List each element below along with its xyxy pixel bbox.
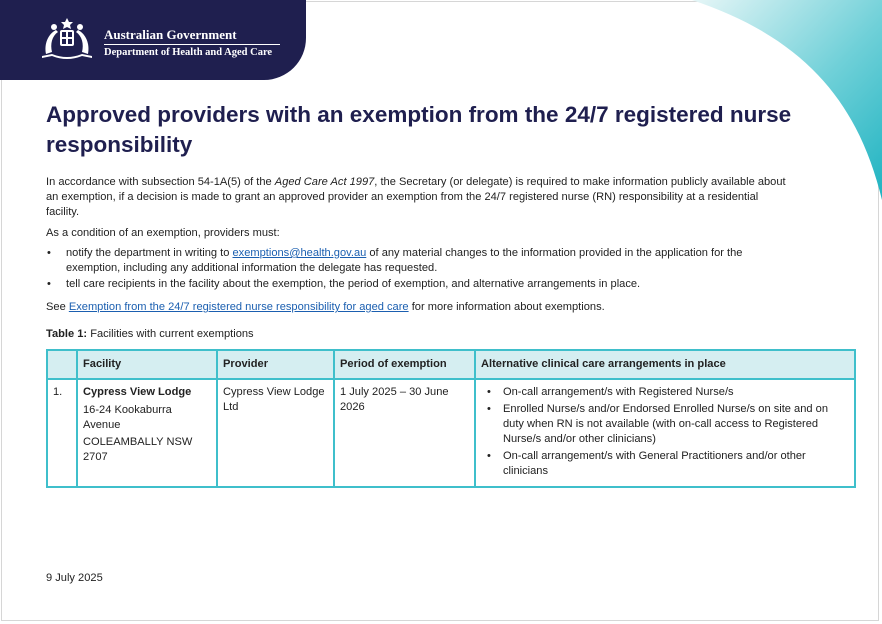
exemption-info-link[interactable]: Exemption from the 24/7 registered nurse… xyxy=(68,301,409,313)
publication-date: 9 July 2025 xyxy=(46,572,103,584)
period-cell: 1 July 2025 – 30 June 2026 xyxy=(333,378,476,488)
notify-text-end: of any material changes to the informati… xyxy=(66,247,743,274)
table-caption: Table 1: Facilities with current exempti… xyxy=(46,328,254,340)
list-item: • Enrolled Nurse/s and/or Endorsed Enroll… xyxy=(481,402,849,447)
decorative-swoosh xyxy=(692,0,882,200)
intro-paragraph: In accordance with subsection 54-1A(5) o… xyxy=(46,175,786,220)
arrangement-text: Enrolled Nurse/s and/or Endorsed Enrolle… xyxy=(503,403,828,445)
coat-of-arms-icon xyxy=(42,18,92,59)
facility-cell: Cypress View Lodge 16-24 Kookaburra Aven… xyxy=(76,378,218,488)
header-arrangements: Alternative clinical care arrangements i… xyxy=(474,349,856,380)
condition-lead: As a condition of an exemption, provider… xyxy=(46,227,280,239)
see-more-end: for more information about exemptions. xyxy=(408,301,605,313)
page-title: Approved providers with an exemption fro… xyxy=(46,102,792,157)
bullet-icon: • xyxy=(47,247,51,259)
facilities-table: Facility Provider Period of exemption Al… xyxy=(46,349,856,488)
provider-cell: Cypress View Lodge Ltd xyxy=(216,378,335,488)
bullet-icon: • xyxy=(47,278,51,290)
arrangement-text: On-call arrangement/s with General Pract… xyxy=(503,450,806,477)
condition-item-notify: • notify the department in writing to exe… xyxy=(46,246,786,276)
act-name: Aged Care Act 1997 xyxy=(274,176,375,188)
header-facility: Facility xyxy=(76,349,218,380)
arrangement-text: On-call arrangement/s with Registered Nu… xyxy=(503,386,734,398)
list-item: • On-call arrangement/s with Registered N… xyxy=(481,385,849,400)
bullet-icon: • xyxy=(487,403,491,415)
condition-list: • notify the department in writing to exe… xyxy=(46,246,786,293)
header-provider: Provider xyxy=(216,349,335,380)
row-number: 1. xyxy=(46,378,78,488)
table-caption-text: Facilities with current exemptions xyxy=(87,328,254,340)
government-name: Australian Government xyxy=(104,27,237,42)
notify-text-start: notify the department in writing to xyxy=(66,247,233,259)
facility-name: Cypress View Lodge xyxy=(83,386,192,398)
intro-text-start: In accordance with subsection 54-1A(5) o… xyxy=(46,176,275,188)
see-more-start: See xyxy=(46,301,69,313)
bullet-icon: • xyxy=(487,450,491,462)
table-header-row: Facility Provider Period of exemption Al… xyxy=(46,349,856,380)
government-header: Australian Government Department of Heal… xyxy=(0,0,306,80)
intro-text-end: , the Secretary (or delegate) is require… xyxy=(46,176,786,218)
bullet-icon: • xyxy=(487,386,491,398)
arrangements-list: • On-call arrangement/s with Registered N… xyxy=(481,385,849,479)
table-caption-label: Table 1: xyxy=(46,328,88,340)
condition-item-tell: • tell care recipients in the facility ab… xyxy=(46,277,786,292)
facility-locality: COLEAMBALLY NSW 2707 xyxy=(83,436,193,463)
facility-street: 16-24 Kookaburra Avenue xyxy=(83,404,172,431)
header-divider xyxy=(104,44,280,45)
arrangements-cell: • On-call arrangement/s with Registered N… xyxy=(474,378,856,488)
tell-text: tell care recipients in the facility abo… xyxy=(66,278,641,290)
list-item: • On-call arrangement/s with General Prac… xyxy=(481,449,849,479)
department-name: Department of Health and Aged Care xyxy=(104,47,273,58)
header-period: Period of exemption xyxy=(333,349,476,380)
header-number xyxy=(46,349,78,380)
see-more-paragraph: See Exemption from the 24/7 registered n… xyxy=(46,300,806,315)
exemptions-email-link[interactable]: exemptions@health.gov.au xyxy=(232,247,367,259)
table-row: 1. Cypress View Lodge 16-24 Kookaburra A… xyxy=(46,378,856,488)
